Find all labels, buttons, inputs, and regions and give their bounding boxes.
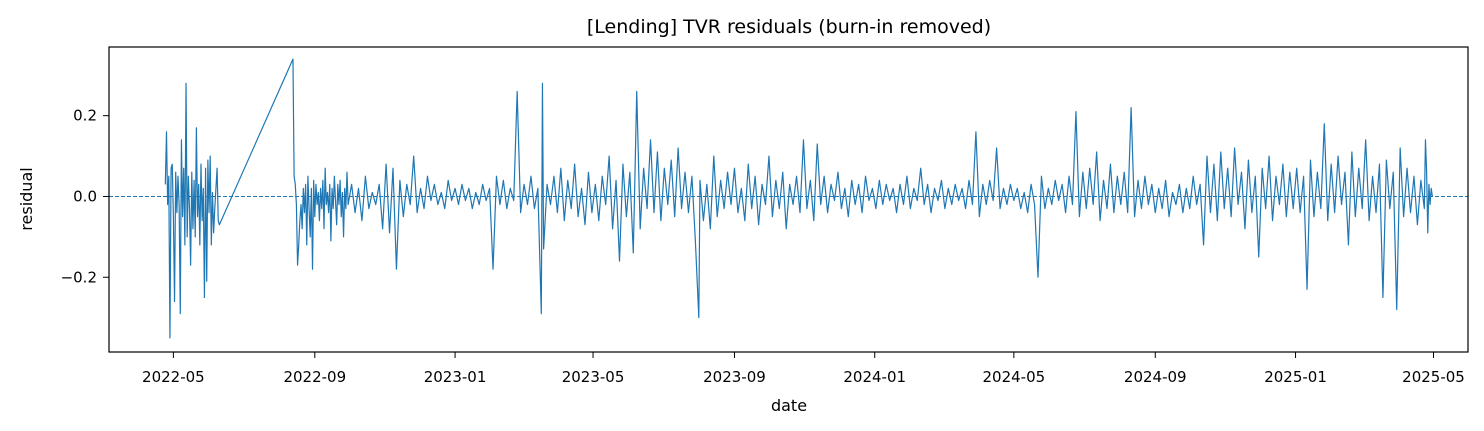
x-tick-label: 2022-05 — [142, 368, 205, 386]
residual-series-line — [164, 58, 1433, 339]
x-tick-label: 2024-05 — [983, 368, 1046, 386]
y-tick-label: 0.2 — [73, 107, 97, 125]
x-tick-label: 2023-05 — [562, 368, 625, 386]
axes: 2022-05 2022-09 2023-01 2023-05 2023-09 2024-… — [61, 46, 1469, 386]
x-tick-label: 2025-05 — [1402, 368, 1465, 386]
x-tick-label: 2023-01 — [424, 368, 487, 386]
y-axis-label: residual — [17, 167, 36, 230]
x-tick-label: 2024-09 — [1124, 368, 1187, 386]
y-tick-label: 0.0 — [73, 187, 97, 205]
plot-area — [109, 58, 1468, 339]
x-tick-label: 2023-09 — [703, 368, 766, 386]
y-tick-label: −0.2 — [61, 268, 97, 286]
x-tick-label: 2025-01 — [1264, 368, 1327, 386]
chart-title: [Lending] TVR residuals (burn-in removed… — [587, 16, 991, 38]
plot-frame — [108, 46, 1469, 353]
x-tick-label: 2024-01 — [843, 368, 906, 386]
x-axis-label: date — [771, 396, 807, 415]
x-tick-label: 2022-09 — [283, 368, 346, 386]
